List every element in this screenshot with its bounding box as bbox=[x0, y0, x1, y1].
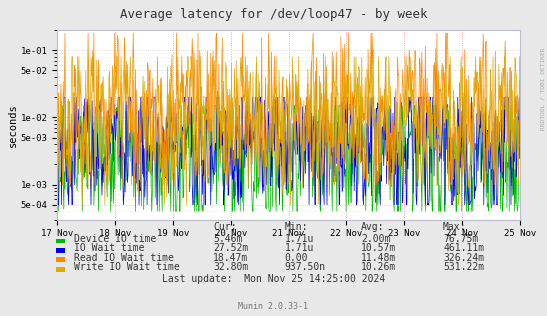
Text: 1.71u: 1.71u bbox=[284, 243, 314, 253]
Text: Device IO time: Device IO time bbox=[74, 234, 156, 244]
Text: RRDTOOL / TOBI OETIKER: RRDTOOL / TOBI OETIKER bbox=[541, 47, 546, 130]
Text: 937.50n: 937.50n bbox=[284, 262, 325, 272]
Text: 531.22m: 531.22m bbox=[443, 262, 484, 272]
Text: Min:: Min: bbox=[284, 222, 308, 232]
Text: 76.75m: 76.75m bbox=[443, 234, 478, 244]
Text: Munin 2.0.33-1: Munin 2.0.33-1 bbox=[238, 302, 309, 311]
Text: IO Wait time: IO Wait time bbox=[74, 243, 144, 253]
Text: Max:: Max: bbox=[443, 222, 467, 232]
Text: 5.46m: 5.46m bbox=[213, 234, 243, 244]
Text: Last update:  Mon Nov 25 14:25:00 2024: Last update: Mon Nov 25 14:25:00 2024 bbox=[162, 274, 385, 284]
Text: 11.48m: 11.48m bbox=[361, 253, 396, 263]
Text: 326.24m: 326.24m bbox=[443, 253, 484, 263]
Text: 461.11m: 461.11m bbox=[443, 243, 484, 253]
Text: 1.71u: 1.71u bbox=[284, 234, 314, 244]
Text: Cur:: Cur: bbox=[213, 222, 237, 232]
Text: Average latency for /dev/loop47 - by week: Average latency for /dev/loop47 - by wee… bbox=[120, 8, 427, 21]
Text: Avg:: Avg: bbox=[361, 222, 385, 232]
Text: 27.52m: 27.52m bbox=[213, 243, 248, 253]
Text: 10.26m: 10.26m bbox=[361, 262, 396, 272]
Text: Write IO Wait time: Write IO Wait time bbox=[74, 262, 179, 272]
Text: 0.00: 0.00 bbox=[284, 253, 308, 263]
Text: 10.57m: 10.57m bbox=[361, 243, 396, 253]
Text: 2.00m: 2.00m bbox=[361, 234, 391, 244]
Y-axis label: seconds: seconds bbox=[8, 103, 18, 147]
Text: 18.47m: 18.47m bbox=[213, 253, 248, 263]
Text: Read IO Wait time: Read IO Wait time bbox=[74, 253, 174, 263]
Text: 32.80m: 32.80m bbox=[213, 262, 248, 272]
